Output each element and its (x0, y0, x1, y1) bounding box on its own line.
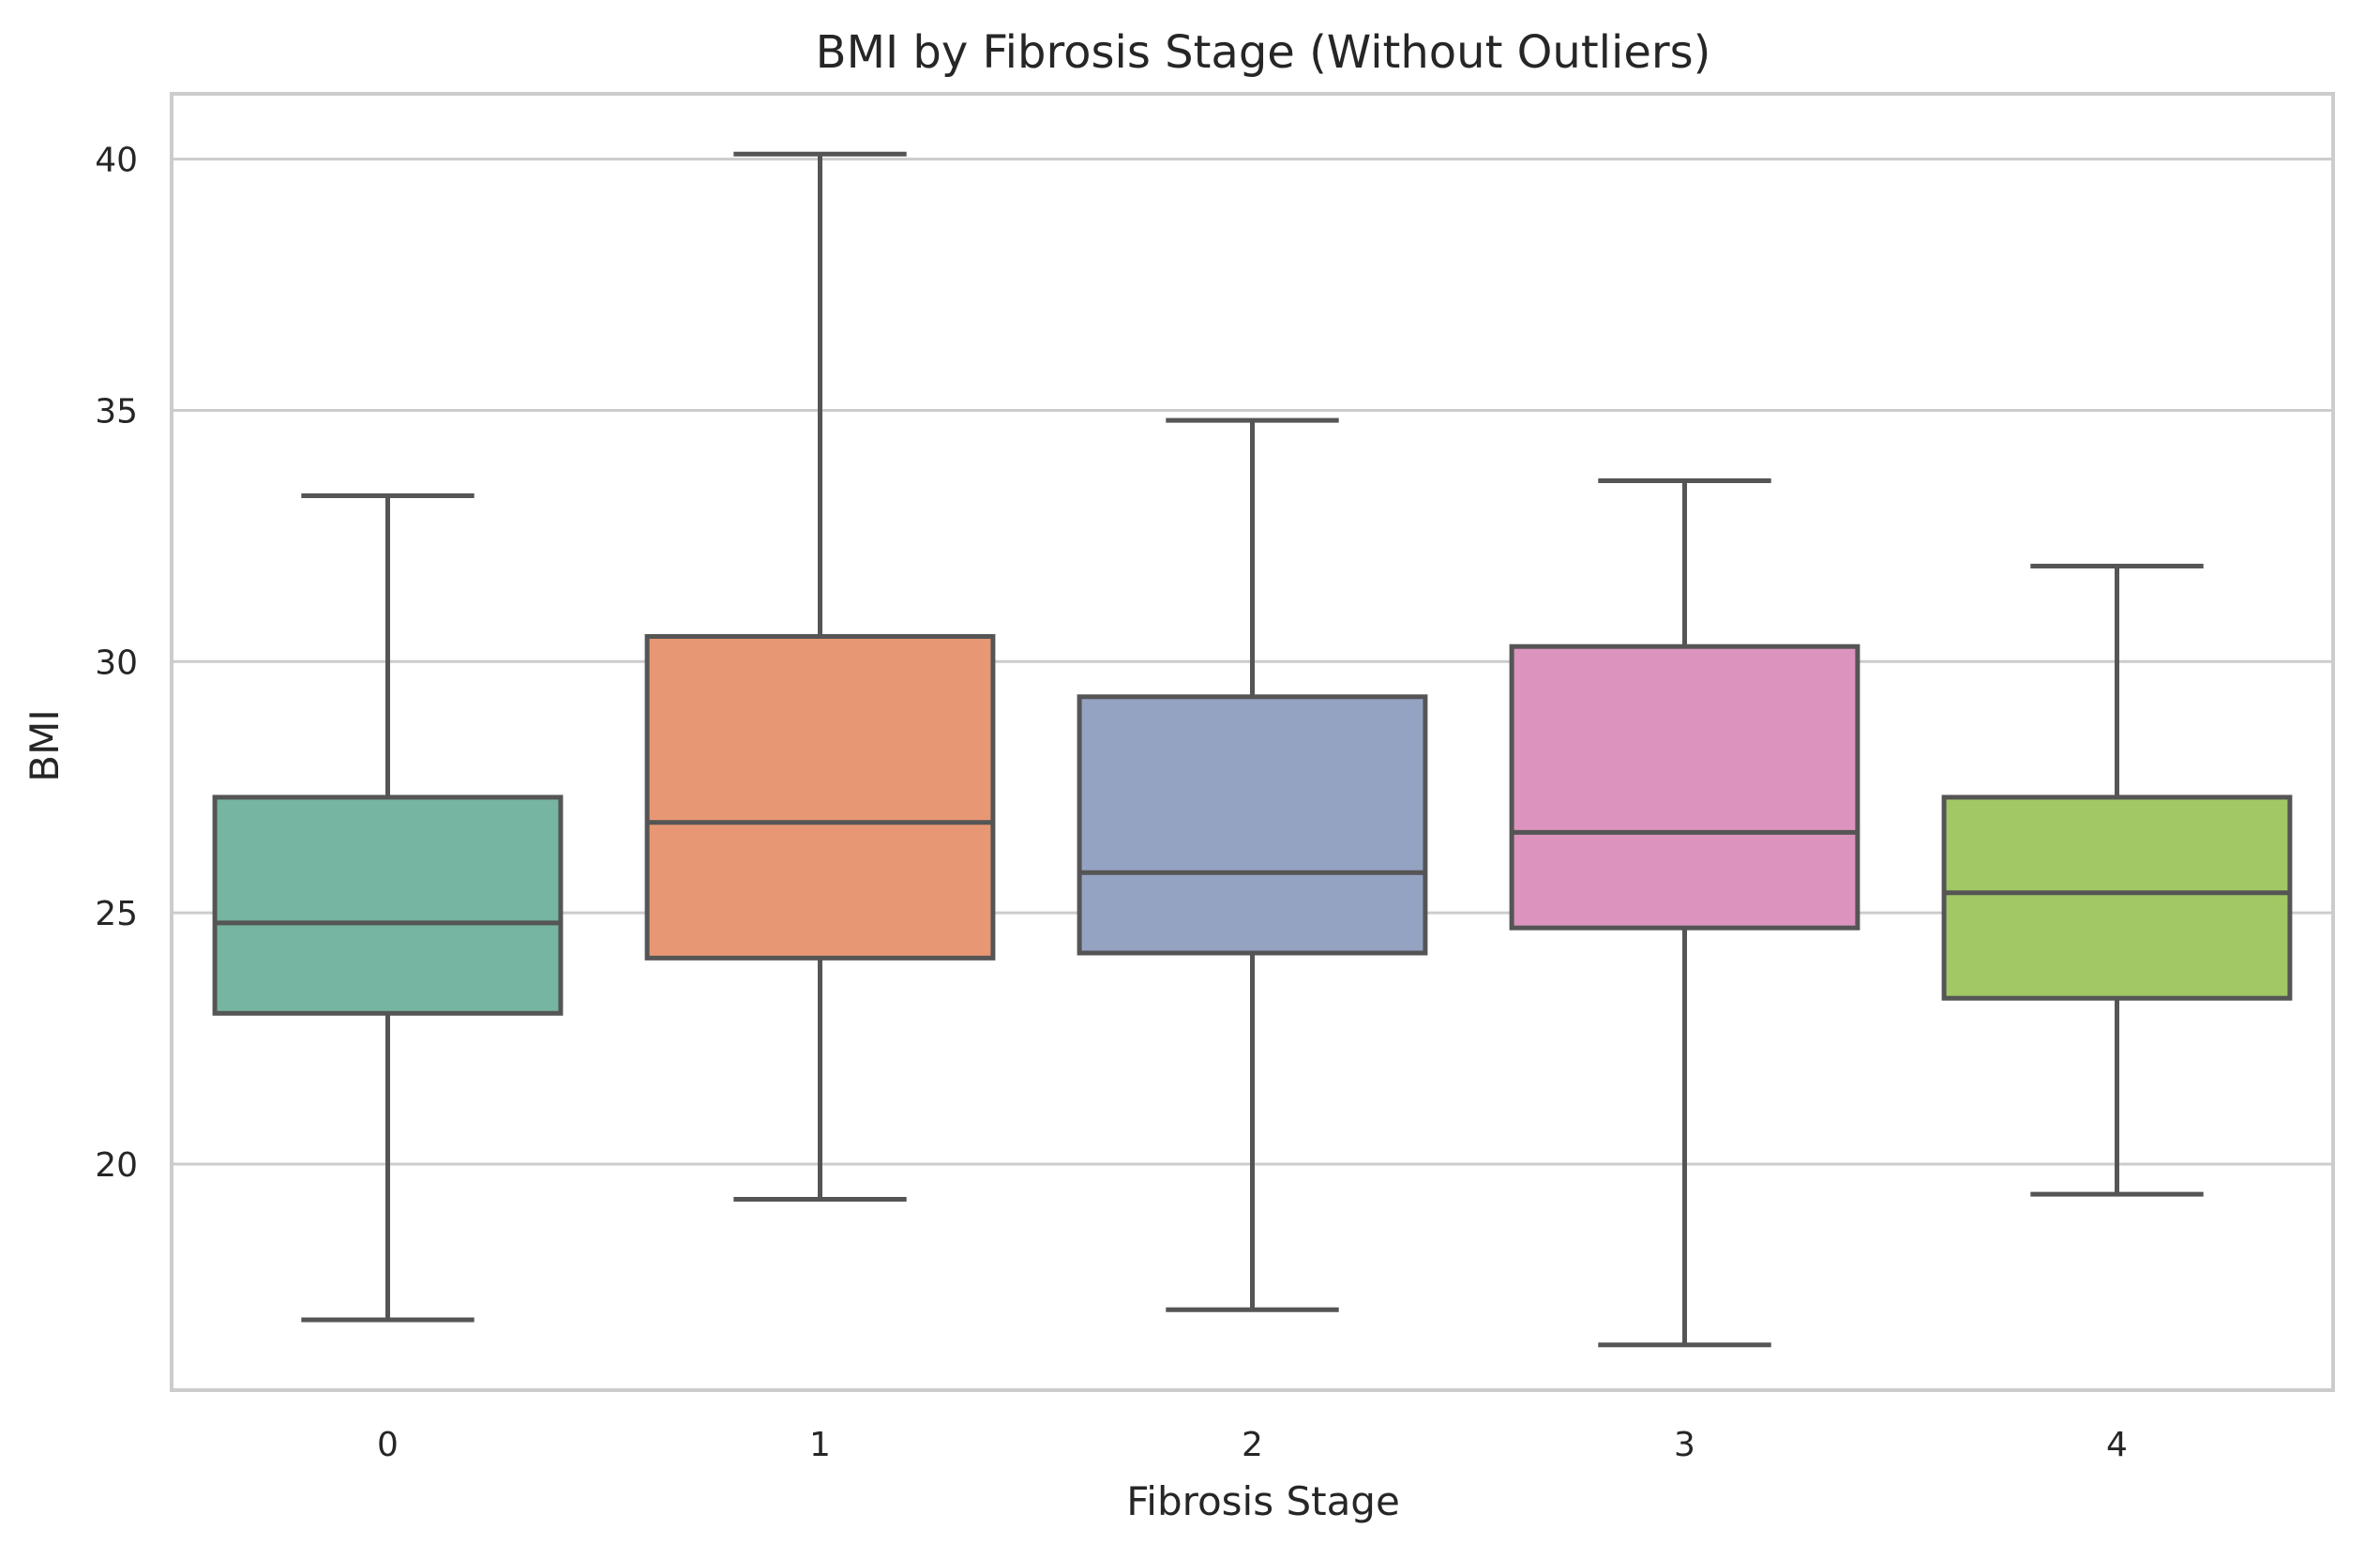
x-tick-label: 4 (2106, 1426, 2128, 1464)
x-axis-label: Fibrosis Stage (1126, 1478, 1400, 1524)
box-series (212, 151, 2293, 1348)
iqr-box (212, 795, 564, 1016)
x-tick-label: 3 (1674, 1426, 1695, 1464)
box-stage-3 (1509, 477, 1860, 1348)
y-axis-label: BMI (22, 709, 68, 781)
box-stage-2 (1077, 417, 1428, 1312)
iqr-box (1941, 795, 2293, 1001)
box-stage-1 (644, 151, 996, 1202)
y-tick-label: 30 (95, 643, 138, 682)
y-tick-label: 40 (95, 142, 138, 180)
iqr-box (1077, 694, 1428, 956)
chart-title: BMI by Fibrosis Stage (Without Outliers) (816, 26, 1711, 79)
x-axis-ticks: 0 1 2 3 4 (377, 1426, 2128, 1464)
box-stage-0 (212, 493, 564, 1323)
y-tick-label: 25 (95, 895, 138, 933)
x-tick-label: 2 (1242, 1426, 1263, 1464)
iqr-box (644, 634, 996, 961)
x-tick-label: 1 (809, 1426, 831, 1464)
y-tick-label: 20 (95, 1146, 138, 1185)
y-axis-ticks: 20 25 30 35 40 (95, 142, 138, 1185)
x-tick-label: 0 (377, 1426, 399, 1464)
box-stage-4 (1941, 564, 2293, 1197)
plot-frame (170, 92, 2335, 1392)
y-tick-label: 35 (95, 392, 138, 431)
iqr-box (1509, 643, 1860, 931)
